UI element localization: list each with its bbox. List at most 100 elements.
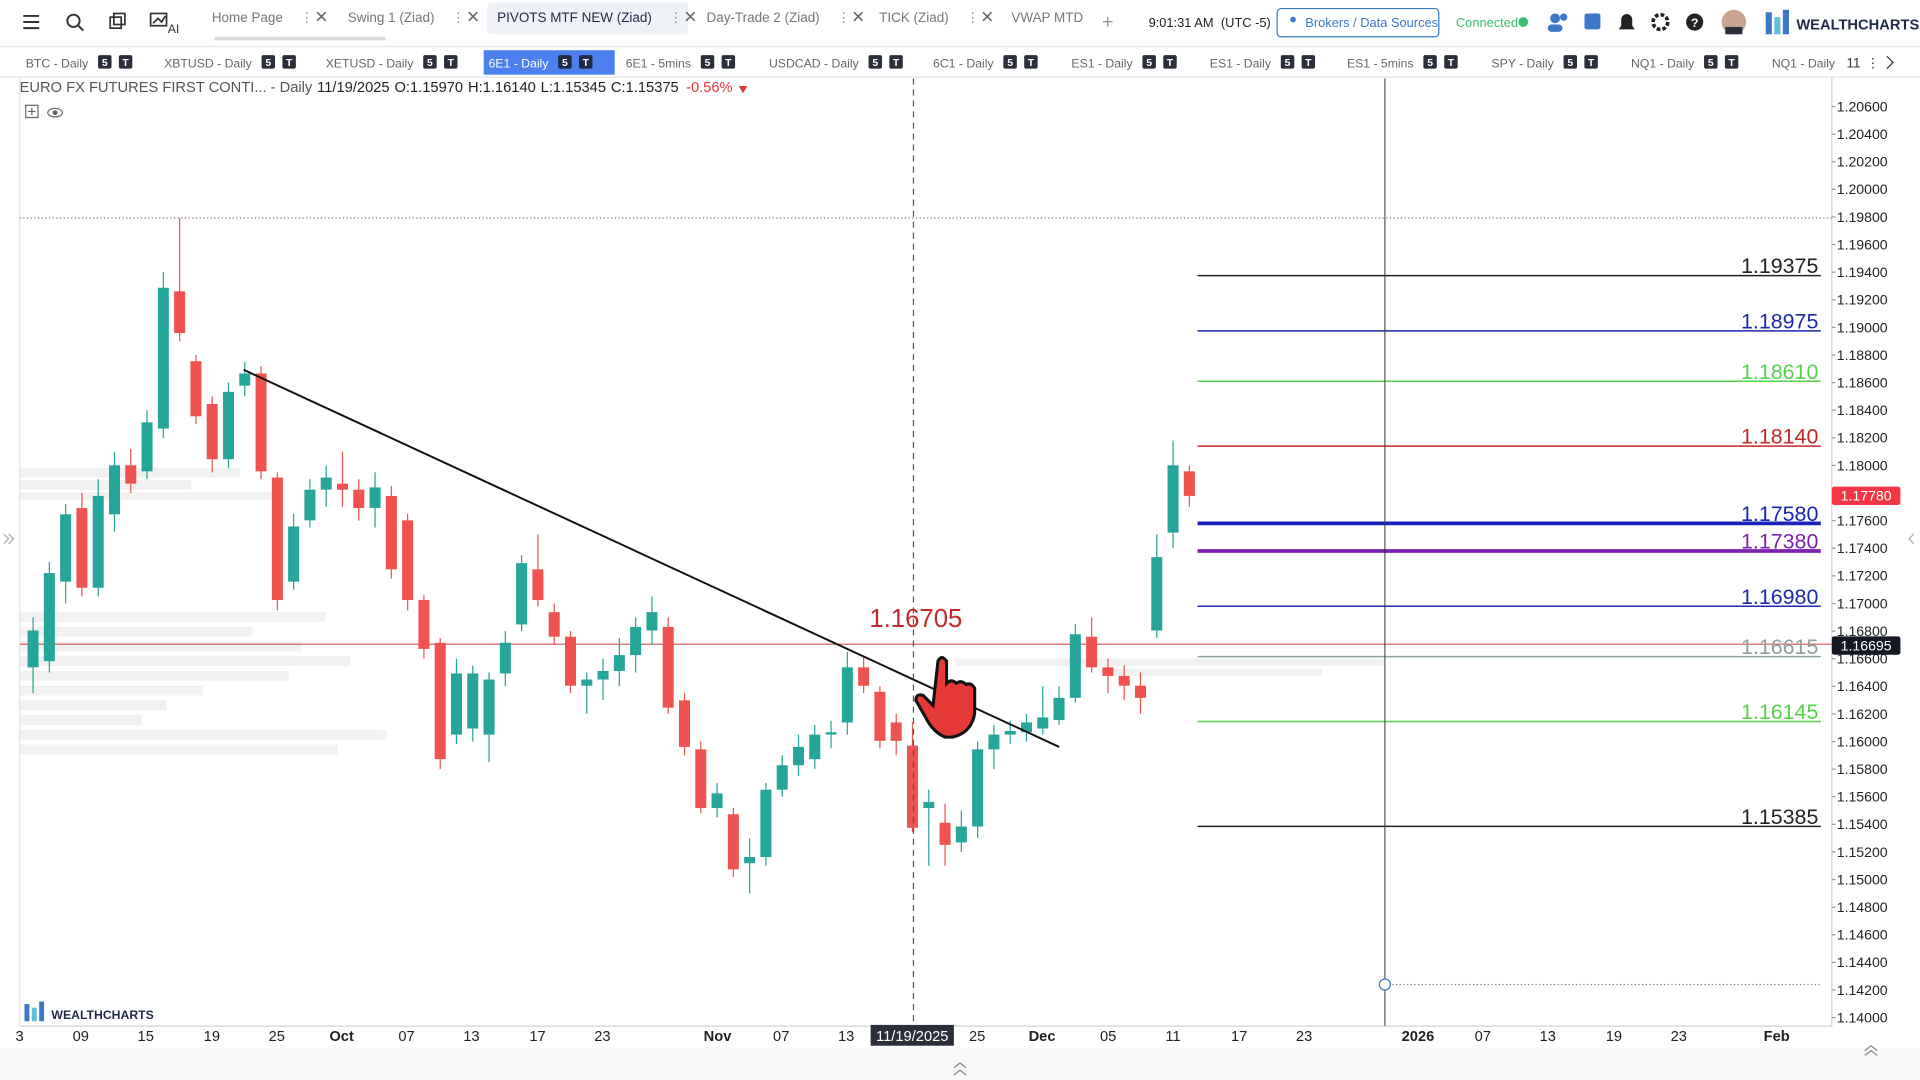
candle-body	[27, 630, 39, 668]
x-tick-label: 13	[838, 1029, 854, 1045]
measure-handle[interactable]	[1378, 978, 1392, 991]
candle-body	[43, 573, 55, 662]
candle-body	[597, 670, 609, 680]
scroll-right[interactable]	[1886, 55, 1894, 70]
badge	[1704, 55, 1718, 69]
symbol-tab[interactable]: 6E1 - 5mins	[626, 56, 691, 70]
status-dot	[1518, 17, 1529, 27]
help-glyph: ?	[1691, 16, 1698, 30]
badge	[700, 55, 715, 69]
symbol-tab[interactable]: 6E1 - Daily	[489, 56, 550, 70]
tab-close[interactable]	[685, 11, 696, 22]
tab-close[interactable]	[468, 11, 478, 22]
symbol-tab[interactable]: XBTUSD - Daily	[164, 56, 253, 70]
tab[interactable]: Swing 1 (Ziad)	[348, 10, 435, 25]
symbol-tab[interactable]: NQ1 - Daily	[1631, 56, 1695, 70]
candle-body	[271, 477, 283, 601]
badge	[1423, 55, 1437, 69]
legend-tools[interactable]	[25, 104, 64, 119]
symbol-tab[interactable]: SPY - Daily	[1491, 56, 1554, 70]
candle-body	[662, 626, 674, 708]
x-tick-label: 2026	[1402, 1029, 1435, 1045]
help-icon[interactable]	[1686, 13, 1704, 31]
layouts-icon[interactable]	[109, 12, 126, 30]
active-tab	[487, 2, 689, 35]
symbol-tab[interactable]: 6C1 - Daily	[933, 56, 994, 70]
search-icon[interactable]	[66, 13, 84, 32]
badge-label: 5	[1146, 58, 1152, 69]
brokers-button[interactable]	[1276, 7, 1440, 38]
candle-body	[1053, 697, 1065, 720]
tab-menu[interactable]: ⋮	[837, 10, 850, 25]
y-tick-label: 1.19400	[1837, 264, 1888, 280]
y-tick-label: 1.20200	[1837, 154, 1888, 170]
tab-close[interactable]	[982, 11, 993, 22]
tab-menu[interactable]: ⋮	[1866, 55, 1879, 70]
bell-icon[interactable]	[1618, 14, 1635, 30]
candle-body	[418, 600, 430, 649]
settings-icon[interactable]	[1651, 12, 1670, 32]
tab-close[interactable]	[853, 11, 864, 22]
tab[interactable]: Day-Trade 2 (Ziad)	[707, 10, 820, 25]
candle-body	[874, 691, 886, 741]
candle-body	[581, 679, 593, 686]
menu-icon[interactable]	[23, 14, 40, 30]
cursor-hand	[914, 656, 977, 739]
timezone: (UTC -5)	[1221, 15, 1271, 30]
tab[interactable]: PIVOTS MTF NEW (Ziad)	[497, 10, 652, 25]
badge-label: 5	[265, 58, 271, 69]
right-collapse[interactable]	[1908, 533, 1915, 545]
candle-body	[532, 569, 544, 601]
candle-body	[1134, 685, 1146, 698]
candle-body	[955, 826, 967, 843]
tab[interactable]: Home Page	[212, 10, 283, 25]
tab-close[interactable]	[316, 11, 327, 22]
candle-body	[695, 749, 707, 809]
y-tick-label: 1.15000	[1837, 871, 1888, 887]
brand: WEALTHCHARTS	[1796, 17, 1919, 33]
candle-body	[1167, 465, 1179, 533]
candle-body	[206, 403, 218, 460]
candle-body	[483, 679, 495, 735]
symbol-tab[interactable]: XETUSD - Daily	[326, 56, 415, 70]
candle-body	[174, 291, 186, 334]
ai-icon[interactable]	[149, 12, 168, 27]
tab-count: 11	[1847, 55, 1861, 70]
symbol-tab[interactable]: ES1 - 5mins	[1347, 56, 1414, 70]
badge-label: 5	[1567, 58, 1573, 69]
symbol-tab[interactable]: ES1 - Daily	[1210, 56, 1272, 70]
tab-menu[interactable]: ⋮	[452, 10, 465, 25]
symbol-tab[interactable]: NQ1 - Daily	[1772, 56, 1836, 70]
symbol-tab[interactable]: BTC - Daily	[26, 56, 89, 70]
scroll-top[interactable]	[1864, 1044, 1878, 1056]
chart-header: EURO FX FUTURES FIRST CONTI... - Daily 11…	[20, 80, 733, 96]
left-collapse[interactable]	[3, 533, 15, 545]
y-tick-label: 1.18400	[1837, 402, 1888, 418]
add-tab[interactable]: +	[1102, 11, 1113, 33]
symbol-tab[interactable]: USDCAD - Daily	[769, 56, 860, 70]
save-icon[interactable]	[1584, 13, 1601, 30]
tab-menu[interactable]: ⋮	[300, 10, 313, 25]
badge	[1142, 55, 1156, 69]
tab[interactable]: VWAP MTD	[1011, 10, 1083, 25]
y-tick-label: 1.19000	[1837, 319, 1888, 335]
symbol-bar	[0, 47, 1920, 78]
badge-label: T	[1028, 58, 1035, 69]
candle-body	[1102, 667, 1114, 676]
watermark: WEALTHCHARTS	[51, 1008, 153, 1022]
badge-label: 5	[1427, 58, 1433, 69]
tab[interactable]: TICK (Ziad)	[879, 10, 949, 25]
candle-body	[516, 563, 528, 625]
x-tick-label: 23	[594, 1029, 610, 1045]
y-tick-label: 1.15600	[1837, 789, 1888, 805]
symbol-tab[interactable]: ES1 - Daily	[1071, 56, 1133, 70]
candle-body	[776, 765, 788, 790]
expand-panel[interactable]	[953, 1062, 967, 1076]
tab-menu[interactable]: ⋮	[669, 10, 682, 25]
tab-menu[interactable]: ⋮	[966, 10, 979, 25]
candle-body	[906, 745, 918, 828]
y-tick-label: 1.19600	[1837, 236, 1888, 252]
active-symbol-tab	[483, 50, 615, 75]
users-icon[interactable]	[1547, 13, 1568, 32]
